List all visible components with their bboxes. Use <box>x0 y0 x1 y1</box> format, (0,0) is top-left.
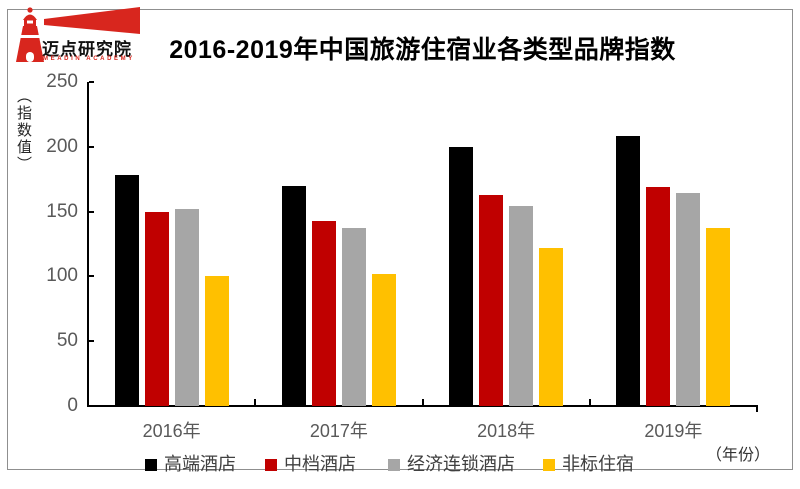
x-category-label: 2016年 <box>142 421 201 441</box>
x-tick-mark <box>421 399 424 406</box>
logo: 迈点研究院 MEADIN ACADEMY <box>14 5 174 75</box>
legend-item-非标住宿: 非标住宿 <box>543 450 634 474</box>
legend-item-经济连锁酒店: 经济连锁酒店 <box>388 450 515 474</box>
chart-border <box>7 9 793 470</box>
lighthouse-icon <box>16 7 140 62</box>
y-tick-label: 150 <box>46 200 78 222</box>
x-tick-mark <box>756 405 758 412</box>
bar-非标住宿-2018年 <box>539 247 564 406</box>
bar-高端酒店-2016年 <box>114 175 139 406</box>
y-tick-mark <box>89 275 94 278</box>
y-tick-label: 100 <box>46 265 78 287</box>
y-tick-label: 0 <box>67 395 78 416</box>
x-tick-mark <box>254 399 257 406</box>
bar-经济连锁酒店-2018年 <box>509 206 534 406</box>
legend-swatch-icon <box>265 459 277 471</box>
bar-经济连锁酒店-2017年 <box>341 228 366 406</box>
bar-中档酒店-2017年 <box>311 220 336 406</box>
bar-高端酒店-2018年 <box>449 146 474 406</box>
logo-text-en: MEADIN ACADEMY <box>43 56 135 62</box>
legend-label: 中档酒店 <box>284 454 356 474</box>
x-axis-unit: （年份） <box>706 447 771 464</box>
bar-中档酒店-2018年 <box>479 194 504 406</box>
y-tick-mark <box>89 340 94 343</box>
y-axis-title: （指数值） <box>15 88 32 173</box>
legend-item-高端酒店: 高端酒店 <box>145 450 236 474</box>
y-tick-mark <box>89 145 94 148</box>
y-axis-line <box>87 82 89 406</box>
legend-label: 高端酒店 <box>164 454 236 474</box>
x-category-label: 2018年 <box>477 421 536 441</box>
bar-经济连锁酒店-2019年 <box>676 193 701 406</box>
legend-swatch-icon <box>543 459 555 471</box>
legend-swatch-icon <box>145 459 157 471</box>
y-tick-label: 200 <box>46 135 78 157</box>
legend-label: 非标住宿 <box>562 454 634 474</box>
legend-label: 经济连锁酒店 <box>407 454 515 474</box>
logo-text-cn: 迈点研究院 <box>42 40 132 59</box>
bar-高端酒店-2019年 <box>616 136 641 406</box>
y-tick-mark <box>89 81 94 83</box>
bar-中档酒店-2016年 <box>144 211 169 406</box>
legend-swatch-icon <box>388 459 400 471</box>
y-tick-label: 50 <box>56 330 78 352</box>
bar-中档酒店-2019年 <box>646 186 671 406</box>
bar-高端酒店-2017年 <box>281 185 306 406</box>
x-category-label: 2019年 <box>644 421 703 441</box>
y-tick-mark <box>89 210 94 213</box>
x-tick-mark <box>588 399 591 406</box>
chart-title: 2016-2019年中国旅游住宿业各类型品牌指数 <box>169 36 676 64</box>
bar-非标住宿-2019年 <box>706 228 731 406</box>
y-tick-label: 250 <box>46 71 78 92</box>
bar-非标住宿-2016年 <box>204 276 229 406</box>
legend-item-中档酒店: 中档酒店 <box>265 450 356 474</box>
bar-经济连锁酒店-2016年 <box>174 209 199 406</box>
bar-非标住宿-2017年 <box>371 273 396 406</box>
x-axis-line <box>87 405 758 407</box>
x-category-label: 2017年 <box>309 421 368 441</box>
